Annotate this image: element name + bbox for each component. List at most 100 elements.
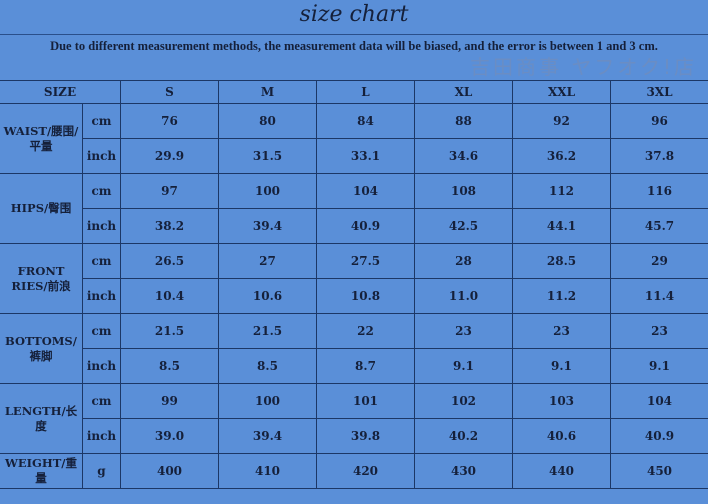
value-cell: 40.9 [316, 208, 415, 244]
measurement-label: HIPS/臀围 [0, 173, 83, 244]
size-column-header: L [316, 80, 415, 104]
value-cell: 33.1 [316, 138, 415, 174]
value-cell: 39.0 [120, 418, 219, 454]
value-cell: 40.2 [414, 418, 513, 454]
value-cell: 108 [414, 173, 513, 209]
size-table: SIZE S M L XL XXL 3XL WAIST/腰围/平量 cm 76 80 84 88 92 96… [0, 80, 708, 489]
value-cell: 88 [414, 103, 513, 139]
value-cell: 10.4 [120, 278, 219, 314]
value-cell: 400 [120, 453, 219, 489]
value-cell: 8.5 [218, 348, 317, 384]
value-cell: 10.6 [218, 278, 317, 314]
value-cell: 40.6 [512, 418, 611, 454]
value-cell: 430 [414, 453, 513, 489]
table-row: WAIST/腰围/平量 cm 76 80 84 88 92 96 [0, 103, 708, 174]
value-cell: 42.5 [414, 208, 513, 244]
unit-cell: inch [82, 138, 121, 174]
table-row: FRONT RIES/前浪 cm 26.5 27 27.5 28 28.5 29 [0, 243, 708, 314]
value-cell: 40.9 [610, 418, 708, 454]
value-cell: 38.2 [120, 208, 219, 244]
value-cell: 99 [120, 383, 219, 419]
table-row: inch 29.9 31.5 33.1 34.6 36.2 37.8 [0, 138, 708, 174]
value-cell: 100 [218, 383, 317, 419]
unit-cell: cm [82, 103, 121, 139]
value-cell: 29 [610, 243, 708, 279]
table-row: LENGTH/长度 cm 99 100 101 102 103 104 [0, 383, 708, 454]
table-row: inch 38.2 39.4 40.9 42.5 44.1 45.7 [0, 208, 708, 244]
measurement-label: WEIGHT/重量 [0, 453, 83, 489]
value-cell: 96 [610, 103, 708, 139]
value-cell: 28.5 [512, 243, 611, 279]
value-cell: 8.5 [120, 348, 219, 384]
value-cell: 440 [512, 453, 611, 489]
value-cell: 21.5 [120, 313, 219, 349]
value-cell: 27.5 [316, 243, 415, 279]
value-cell: 101 [316, 383, 415, 419]
table-row: inch 8.5 8.5 8.7 9.1 9.1 9.1 [0, 348, 708, 384]
value-cell: 39.8 [316, 418, 415, 454]
value-cell: 23 [610, 313, 708, 349]
value-cell: 420 [316, 453, 415, 489]
value-cell: 44.1 [512, 208, 611, 244]
value-cell: 23 [414, 313, 513, 349]
table-row: inch 10.4 10.6 10.8 11.0 11.2 11.4 [0, 278, 708, 314]
value-cell: 23 [512, 313, 611, 349]
measurement-label: BOTTOMS/裤脚 [0, 313, 83, 384]
value-cell: 45.7 [610, 208, 708, 244]
value-cell: 410 [218, 453, 317, 489]
size-header: SIZE [0, 80, 121, 104]
value-cell: 103 [512, 383, 611, 419]
size-column-header: XXL [512, 80, 611, 104]
value-cell: 11.4 [610, 278, 708, 314]
value-cell: 116 [610, 173, 708, 209]
value-cell: 100 [218, 173, 317, 209]
value-cell: 11.2 [512, 278, 611, 314]
value-cell: 9.1 [512, 348, 611, 384]
value-cell: 11.0 [414, 278, 513, 314]
value-cell: 97 [120, 173, 219, 209]
table-row: WEIGHT/重量 g 400 410 420 430 440 450 [0, 453, 708, 489]
table-row: BOTTOMS/裤脚 cm 21.5 21.5 22 23 23 23 [0, 313, 708, 384]
value-cell: 26.5 [120, 243, 219, 279]
value-cell: 31.5 [218, 138, 317, 174]
value-cell: 34.6 [414, 138, 513, 174]
watermark: 吉田商事 ヤフオク!店 [470, 55, 697, 79]
chart-title: size chart [299, 2, 409, 27]
value-cell: 28 [414, 243, 513, 279]
unit-cell: cm [82, 383, 121, 419]
size-column-header: 3XL [610, 80, 708, 104]
value-cell: 37.8 [610, 138, 708, 174]
measurement-label: FRONT RIES/前浪 [0, 243, 83, 314]
value-cell: 80 [218, 103, 317, 139]
value-cell: 76 [120, 103, 219, 139]
unit-cell: cm [82, 243, 121, 279]
value-cell: 22 [316, 313, 415, 349]
value-cell: 450 [610, 453, 708, 489]
measurement-note: Due to different measurement methods, th… [0, 34, 708, 79]
size-column-header: M [218, 80, 317, 104]
unit-cell: inch [82, 278, 121, 314]
value-cell: 27 [218, 243, 317, 279]
unit-cell: g [82, 453, 121, 489]
value-cell: 29.9 [120, 138, 219, 174]
size-column-header: S [120, 80, 219, 104]
size-column-header: XL [414, 80, 513, 104]
value-cell: 9.1 [414, 348, 513, 384]
unit-cell: cm [82, 313, 121, 349]
value-cell: 39.4 [218, 418, 317, 454]
value-cell: 8.7 [316, 348, 415, 384]
table-row: HIPS/臀围 cm 97 100 104 108 112 116 [0, 173, 708, 244]
value-cell: 9.1 [610, 348, 708, 384]
unit-cell: inch [82, 348, 121, 384]
measurement-label: LENGTH/长度 [0, 383, 83, 454]
unit-cell: inch [82, 208, 121, 244]
value-cell: 10.8 [316, 278, 415, 314]
table-row: inch 39.0 39.4 39.8 40.2 40.6 40.9 [0, 418, 708, 454]
unit-cell: cm [82, 173, 121, 209]
header-row: SIZE S M L XL XXL 3XL [0, 80, 708, 104]
value-cell: 21.5 [218, 313, 317, 349]
unit-cell: inch [82, 418, 121, 454]
value-cell: 39.4 [218, 208, 317, 244]
value-cell: 102 [414, 383, 513, 419]
value-cell: 104 [316, 173, 415, 209]
